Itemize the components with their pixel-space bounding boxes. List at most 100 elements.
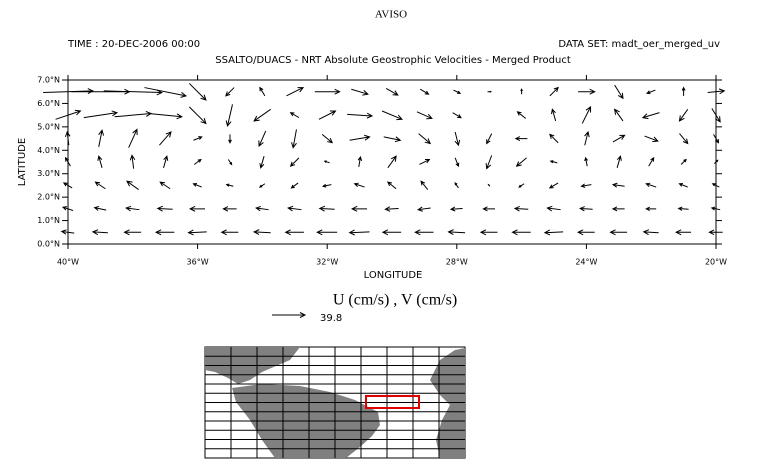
vector — [154, 229, 175, 236]
vector — [83, 110, 119, 119]
vector — [91, 229, 108, 236]
vector — [644, 135, 659, 143]
vector — [220, 229, 239, 236]
vector — [290, 182, 299, 189]
vector — [62, 182, 73, 189]
vector — [284, 229, 304, 236]
vector — [487, 183, 491, 187]
vector — [420, 180, 429, 190]
vector — [614, 108, 624, 122]
land — [238, 375, 250, 381]
vector — [549, 160, 558, 164]
vector — [159, 181, 171, 190]
y-axis-label: LATITUDE — [17, 138, 28, 186]
vector — [348, 229, 370, 236]
vector — [387, 155, 397, 169]
vector — [680, 158, 687, 165]
vector — [129, 154, 136, 169]
vector — [289, 112, 300, 119]
x-tick-label: 20°W — [705, 258, 727, 267]
vector — [609, 229, 628, 236]
reference-label: 39.8 — [320, 313, 342, 324]
vector — [323, 160, 330, 164]
vector — [418, 133, 432, 145]
y-tick-label: 1.0°N — [37, 216, 60, 225]
vector — [163, 155, 169, 168]
vector — [384, 206, 399, 212]
vector — [103, 89, 163, 96]
vector — [511, 229, 531, 236]
vector — [321, 183, 332, 188]
vector — [482, 206, 496, 212]
vector — [314, 88, 341, 95]
vector — [228, 134, 232, 144]
vector — [642, 229, 659, 236]
vector — [645, 206, 657, 212]
vector — [287, 205, 302, 212]
x-tick-label: 36°W — [187, 258, 209, 267]
vector — [678, 109, 689, 122]
y-tick-label: 7.0°N — [37, 76, 60, 85]
vector — [318, 205, 335, 212]
vector — [148, 112, 183, 120]
vector — [646, 89, 656, 95]
chart-title: AVISO — [375, 9, 407, 21]
vector — [225, 87, 235, 97]
y-tick-label: 6.0°N — [37, 99, 60, 108]
y-tick-label: 0.0°N — [37, 240, 60, 249]
time-label: TIME : 20-DEC-2006 00:00 — [67, 39, 200, 50]
vector — [513, 205, 529, 212]
vector — [291, 129, 297, 149]
vector — [227, 159, 233, 166]
vector — [255, 205, 269, 212]
vector — [479, 229, 498, 236]
vector — [98, 129, 105, 147]
vector — [353, 182, 365, 188]
vector — [386, 181, 397, 190]
vector — [43, 88, 94, 94]
vector — [225, 104, 233, 128]
vector — [578, 88, 596, 95]
vector — [286, 87, 305, 97]
vector — [681, 86, 686, 96]
vector — [416, 111, 433, 120]
vector — [351, 88, 369, 96]
vector — [97, 155, 103, 168]
vector — [454, 131, 461, 147]
vector — [645, 182, 657, 188]
vector — [417, 206, 431, 212]
vector — [55, 109, 82, 120]
vector — [156, 205, 173, 212]
vector — [543, 229, 564, 236]
vector — [515, 157, 527, 167]
vector — [449, 206, 463, 212]
vector — [188, 83, 207, 101]
vector — [351, 205, 368, 212]
vector — [419, 159, 431, 165]
vector — [252, 229, 271, 236]
vector — [60, 229, 75, 235]
y-tick-label: 4.0°N — [37, 146, 60, 155]
vector — [64, 156, 71, 167]
vector — [454, 182, 459, 189]
x-tick-label: 24°W — [575, 258, 597, 267]
vector — [125, 205, 140, 212]
vector — [616, 155, 622, 168]
vector — [94, 181, 106, 190]
vector — [487, 90, 492, 93]
vector — [614, 84, 624, 100]
vector — [188, 106, 207, 125]
vector — [516, 111, 527, 119]
vector — [678, 182, 688, 188]
vector — [419, 88, 430, 95]
inset-grid — [205, 347, 465, 458]
vector — [708, 229, 723, 236]
vector — [357, 155, 363, 168]
vector — [126, 180, 139, 190]
vector — [679, 133, 689, 145]
y-tick-label: 5.0°N — [37, 122, 60, 131]
y-tick-label: 2.0°N — [37, 193, 60, 202]
vector — [93, 205, 107, 211]
vector — [114, 110, 153, 118]
